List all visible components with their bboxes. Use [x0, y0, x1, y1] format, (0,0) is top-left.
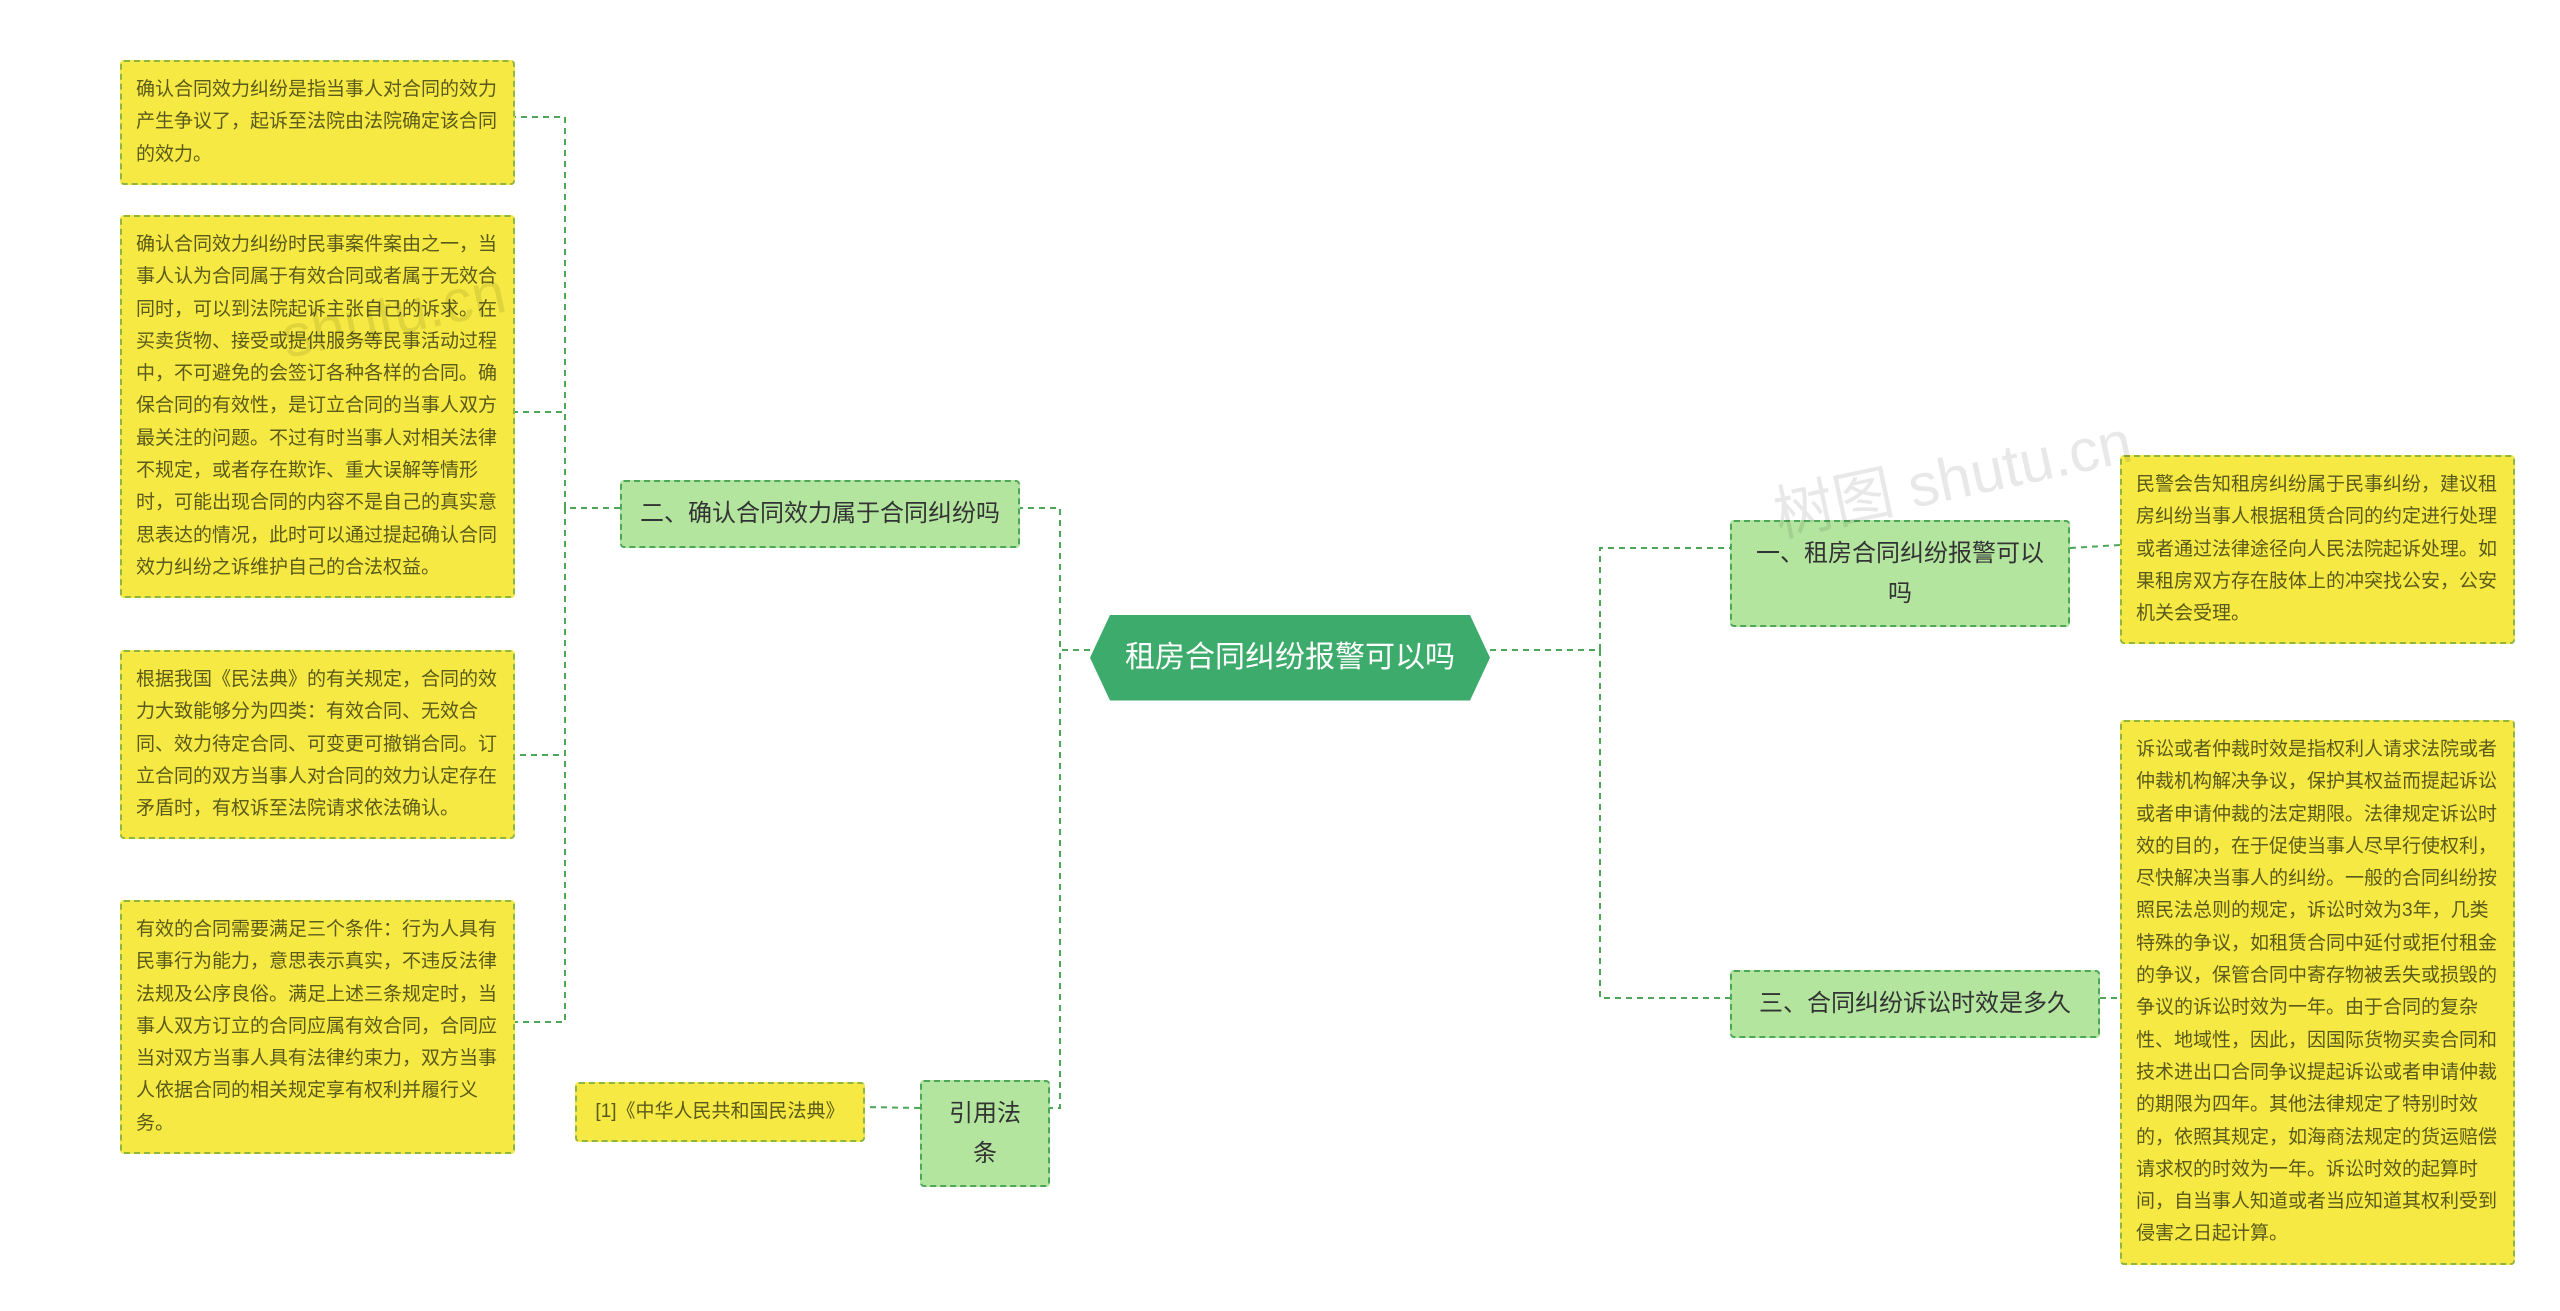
- leaf-section-2-3: 根据我国《民法典》的有关规定，合同的效力大致能够分为四类：有效合同、无效合同、效…: [120, 650, 515, 839]
- leaf-section-2-1: 确认合同效力纠纷是指当事人对合同的效力产生争议了，起诉至法院由法院确定该合同的效…: [120, 60, 515, 185]
- leaf-section-2-4: 有效的合同需要满足三个条件：行为人具有民事行为能力，意思表示真实，不违反法律法规…: [120, 900, 515, 1154]
- root-node[interactable]: 租房合同纠纷报警可以吗: [1090, 615, 1490, 701]
- leaf-section-2-2: 确认合同效力纠纷时民事案件案由之一，当事人认为合同属于有效合同或者属于无效合同时…: [120, 215, 515, 598]
- leaf-section-1: 民警会告知租房纠纷属于民事纠纷，建议租房纠纷当事人根据租赁合同的约定进行处理或者…: [2120, 455, 2515, 644]
- leaf-citation: [1]《中华人民共和国民法典》: [575, 1082, 865, 1142]
- leaf-section-3: 诉讼或者仲裁时效是指权利人请求法院或者仲裁机构解决争议，保护其权益而提起诉讼或者…: [2120, 720, 2515, 1265]
- branch-citation[interactable]: 引用法条: [920, 1080, 1050, 1187]
- branch-section-2[interactable]: 二、确认合同效力属于合同纠纷吗: [620, 480, 1020, 548]
- mindmap-canvas: 租房合同纠纷报警可以吗 一、租房合同纠纷报警可以吗 民警会告知租房纠纷属于民事纠…: [0, 0, 2560, 1311]
- branch-section-1[interactable]: 一、租房合同纠纷报警可以吗: [1730, 520, 2070, 627]
- branch-section-3[interactable]: 三、合同纠纷诉讼时效是多久: [1730, 970, 2100, 1038]
